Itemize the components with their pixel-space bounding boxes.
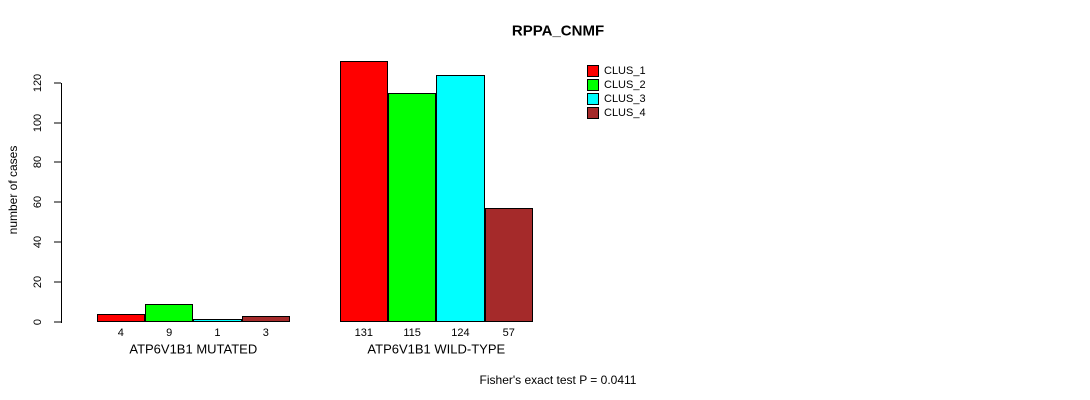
bar-clus-1-group-1 [96,313,145,322]
bar-clus-4-group-2 [484,208,533,322]
y-tick-label: 40 [32,235,44,249]
bar-clus-4-group-1 [241,315,290,322]
legend-item-clus_2: CLUS_2 [587,78,646,92]
bar-clus-2-group-1 [145,303,194,322]
legend-swatch-icon [587,65,599,77]
legend-item-clus_1: CLUS_1 [587,64,646,78]
chart-title: RPPA_CNMF [511,22,605,40]
bar-value-label: 57 [502,326,515,339]
bar-clus-2-group-2 [388,92,437,322]
legend-swatch-icon [587,79,599,91]
y-axis-tick [54,122,61,124]
legend-label: CLUS_2 [604,79,646,91]
bar-clus-3-group-1 [193,318,242,322]
y-axis-tick [54,201,61,203]
bar-clus-1-group-2 [339,60,388,322]
y-tick-label: 100 [32,113,44,132]
bar-value-label: 3 [262,326,269,339]
y-axis-tick [54,321,61,323]
y-tick-label: 80 [32,156,44,169]
legend-label: CLUS_4 [604,107,646,119]
x-category-label: ATP6V1B1 WILD-TYPE [367,341,506,356]
annotation-fishers-test: Fisher's exact test P = 0.0411 [479,373,637,387]
y-tick-label: 120 [32,73,44,92]
bar-value-label: 115 [403,326,421,339]
y-axis-tick [54,161,61,163]
legend-swatch-icon [587,107,599,119]
y-axis-tick [54,281,61,283]
legend-item-clus_3: CLUS_3 [587,92,646,106]
bar-value-label: 124 [451,326,470,339]
legend-item-clus_4: CLUS_4 [587,106,646,120]
bar-value-label: 4 [117,326,124,339]
y-axis-title: number of cases [6,145,20,235]
y-tick-label: 0 [32,318,44,325]
legend: CLUS_1 CLUS_2 CLUS_3 CLUS_4 [587,64,646,120]
x-category-label: ATP6V1B1 MUTATED [129,341,258,356]
legend-swatch-icon [587,93,599,105]
y-tick-label: 60 [32,196,44,209]
y-axis-line [61,82,62,323]
y-axis-tick [54,241,61,243]
y-axis-tick [54,82,61,84]
bar-value-label: 1 [214,326,221,339]
y-tick-label: 20 [32,275,44,288]
bar-value-label: 9 [166,326,173,339]
legend-label: CLUS_3 [604,93,646,105]
bar-clus-3-group-2 [436,74,485,322]
bar-value-label: 131 [354,326,374,339]
legend-label: CLUS_1 [604,65,646,77]
